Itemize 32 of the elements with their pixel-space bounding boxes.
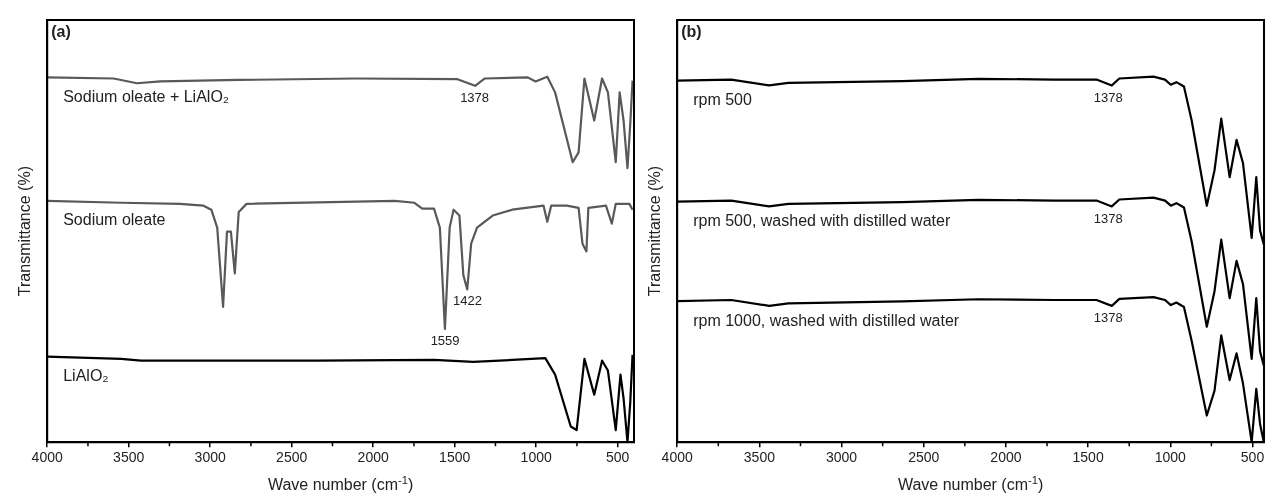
x-tick-label: 3000 bbox=[825, 449, 858, 466]
x-tick-label: 500 bbox=[606, 449, 630, 466]
series-label: Sodium oleate bbox=[63, 211, 166, 229]
series-label: LiAlO₂ bbox=[63, 367, 109, 385]
x-tick-label: 1500 bbox=[1072, 449, 1104, 466]
annotation: 1422 bbox=[452, 293, 482, 309]
y-axis-title: Transmittance (%) bbox=[646, 166, 664, 297]
x-tick-label: 1500 bbox=[439, 449, 471, 466]
series-label: Sodium oleate + LiAlO₂ bbox=[63, 87, 230, 105]
x-tick-label: 2500 bbox=[908, 449, 940, 466]
x-tick-label: 1000 bbox=[1154, 449, 1187, 466]
text: (b) bbox=[681, 23, 702, 41]
x-tick-label: 1000 bbox=[520, 449, 552, 466]
annotation: 1378 bbox=[1093, 89, 1123, 105]
x-tick-label: 2500 bbox=[276, 449, 308, 466]
x-tick-label: 3500 bbox=[743, 449, 776, 466]
annotation: 1378 bbox=[1093, 309, 1123, 325]
x-tick-label: 4000 bbox=[31, 449, 63, 466]
x-tick-label: 2000 bbox=[357, 449, 389, 466]
x-tick-label: 2000 bbox=[990, 449, 1022, 466]
annotation: 1378 bbox=[460, 89, 490, 105]
x-tick-label: 3000 bbox=[194, 449, 226, 466]
annotation: 1559 bbox=[430, 332, 460, 348]
text: (a) bbox=[51, 23, 71, 41]
x-tick-label: 4000 bbox=[661, 449, 693, 466]
series-label: rpm 500 bbox=[693, 91, 752, 109]
x-tick-label: 500 bbox=[1240, 449, 1265, 466]
y-axis-title: Transmittance (%) bbox=[16, 166, 34, 297]
series-label: rpm 500, washed with distilled water bbox=[693, 212, 951, 230]
series-label: rpm 1000, washed with distilled water bbox=[693, 311, 960, 329]
annotation: 1378 bbox=[1093, 210, 1123, 226]
x-tick-label: 3500 bbox=[113, 449, 145, 466]
